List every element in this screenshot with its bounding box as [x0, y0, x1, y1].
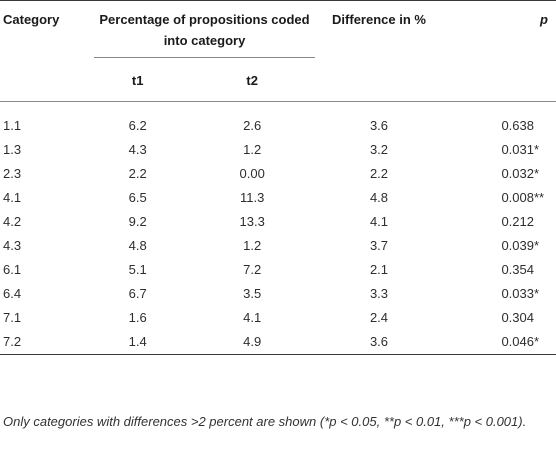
- cell-t2: 4.1: [243, 310, 262, 325]
- cell-difference: 3.3: [369, 286, 389, 301]
- cell-p-value: 0.008: [501, 190, 534, 205]
- results-table: Category Percentage of propositions code…: [0, 0, 556, 355]
- cell-p-significance: *: [534, 238, 540, 253]
- table-footnote: Only categories with differences >2 perc…: [3, 412, 551, 431]
- cell-p-value: 0.031: [501, 142, 534, 157]
- cell-p: 0.008**: [439, 186, 556, 210]
- cell-p-value: 0.638: [501, 118, 534, 133]
- cell-t1: 2.2: [128, 166, 147, 181]
- table-row: 7.1 1.6 4.1 2.4 0.304: [0, 306, 556, 330]
- cell-difference: 3.7: [369, 238, 389, 253]
- cell-p: 0.033*: [439, 282, 556, 306]
- bottom-rule: [0, 354, 556, 355]
- cell-category: 7.2: [3, 334, 22, 349]
- cell-p: 0.032*: [439, 162, 556, 186]
- cell-p-value: 0.354: [501, 262, 534, 277]
- table-row: 6.4 6.7 3.5 3.3 0.033*: [0, 282, 556, 306]
- cell-t2: 11.3: [240, 190, 265, 205]
- footnote-text: Only categories with differences >2 perc…: [3, 414, 527, 429]
- cell-p: 0.039*: [439, 234, 556, 258]
- table-row: 2.3 2.2 0.00 2.2 0.032*: [0, 162, 556, 186]
- header-row-1: Category Percentage of propositions code…: [0, 0, 556, 102]
- cell-difference: 3.2: [369, 142, 389, 157]
- cell-p-value: 0.039: [501, 238, 534, 253]
- cell-p-value: 0.304: [501, 310, 534, 325]
- table-row: 4.1 6.5 11.3 4.8 0.008**: [0, 186, 556, 210]
- cell-category: 1.3: [3, 142, 22, 157]
- cell-t1: 4.3: [128, 142, 147, 157]
- table-row: 1.3 4.3 1.2 3.2 0.031*: [0, 138, 556, 162]
- cell-category: 4.1: [3, 190, 22, 205]
- header-p-label: p: [540, 12, 548, 27]
- cell-p: 0.638: [439, 102, 556, 138]
- header-row-2: t1 t2: [0, 64, 556, 102]
- cell-t2: 7.2: [243, 262, 262, 277]
- cell-p: 0.031*: [439, 138, 556, 162]
- cell-p-value: 0.033: [501, 286, 534, 301]
- cell-t1: 4.8: [128, 238, 147, 253]
- cell-t1: 5.1: [128, 262, 147, 277]
- cell-t1: 1.6: [128, 310, 147, 325]
- cell-category: 1.1: [3, 118, 22, 133]
- cell-t2: 3.5: [243, 286, 262, 301]
- table-row: 1.1 6.2 2.6 3.6 0.638: [0, 102, 556, 138]
- cell-t2: 4.9: [243, 334, 262, 349]
- cell-t1: 9.2: [128, 214, 147, 229]
- cell-t1: 1.4: [128, 334, 147, 349]
- cell-p: 0.046*: [439, 330, 556, 355]
- cell-p-significance: **: [534, 190, 545, 205]
- cell-p-value: 0.212: [501, 214, 534, 229]
- cell-category: 4.2: [3, 214, 22, 229]
- cell-p-significance: *: [534, 286, 540, 301]
- cell-t2: 1.2: [243, 142, 262, 157]
- header-percentage: Percentage of propositions coded into ca…: [90, 0, 319, 64]
- table-row: 7.2 1.4 4.9 3.6 0.046*: [0, 330, 556, 355]
- cell-difference: 2.2: [369, 166, 389, 181]
- table-row: 6.1 5.1 7.2 2.1 0.354: [0, 258, 556, 282]
- table-row: 4.2 9.2 13.3 4.1 0.212: [0, 210, 556, 234]
- cell-p: 0.304: [439, 306, 556, 330]
- header-t2: t2: [246, 73, 258, 88]
- header-t1: t1: [131, 73, 144, 88]
- cell-category: 6.1: [3, 262, 22, 277]
- header-percentage-label: Percentage of propositions coded into ca…: [94, 9, 315, 58]
- cell-t2: 2.6: [243, 118, 262, 133]
- header-rule: [0, 101, 556, 102]
- cell-p-value: 0.046: [501, 334, 534, 349]
- header-p: p: [439, 0, 556, 102]
- cell-p: 0.212: [439, 210, 556, 234]
- cell-t2: 0.00: [239, 166, 265, 181]
- cell-difference: 4.1: [369, 214, 389, 229]
- header-category: Category: [0, 0, 90, 102]
- cell-category: 2.3: [3, 166, 22, 181]
- cell-difference: 3.6: [369, 334, 389, 349]
- table-row: 4.3 4.8 1.2 3.7 0.039*: [0, 234, 556, 258]
- cell-difference: 2.1: [369, 262, 389, 277]
- cell-p-value: 0.032: [501, 166, 534, 181]
- cell-category: 4.3: [3, 238, 22, 253]
- header-difference: Difference in %: [319, 0, 439, 102]
- cell-category: 6.4: [3, 286, 22, 301]
- table-body: 1.1 6.2 2.6 3.6 0.638 1.3 4.3 1.2 3.2 0.031* 2.3 2.…: [0, 102, 556, 355]
- cell-p: 0.354: [439, 258, 556, 282]
- cell-difference: 3.6: [369, 118, 389, 133]
- cell-t1: 6.7: [128, 286, 147, 301]
- cell-t1: 6.2: [128, 118, 147, 133]
- cell-t2: 13.3: [239, 214, 265, 229]
- cell-p-significance: *: [534, 142, 540, 157]
- cell-difference: 4.8: [369, 190, 389, 205]
- cell-p-significance: *: [534, 166, 540, 181]
- cell-t1: 6.5: [128, 190, 147, 205]
- cell-t2: 1.2: [243, 238, 262, 253]
- cell-p-significance: *: [534, 334, 540, 349]
- cell-category: 7.1: [3, 310, 22, 325]
- cell-difference: 2.4: [369, 310, 389, 325]
